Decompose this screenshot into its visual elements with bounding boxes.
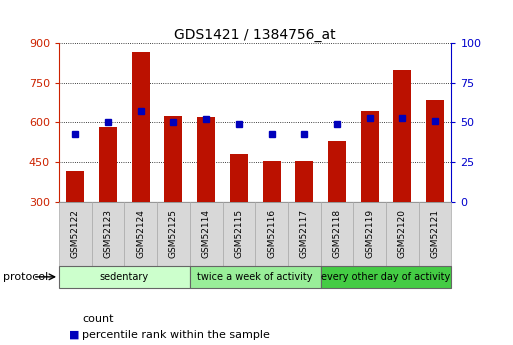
Bar	[132, 52, 150, 202]
Bar	[321, 266, 451, 288]
Bar	[255, 202, 288, 266]
Text: GSM52120: GSM52120	[398, 209, 407, 258]
Bar	[157, 202, 190, 266]
Bar	[393, 70, 411, 202]
Bar	[328, 141, 346, 202]
Text: every other day of activity: every other day of activity	[322, 272, 450, 282]
Text: GSM52125: GSM52125	[169, 209, 178, 258]
Bar	[59, 202, 92, 266]
Bar	[124, 202, 157, 266]
Text: GSM52124: GSM52124	[136, 209, 145, 258]
Bar	[426, 100, 444, 202]
Bar	[190, 202, 223, 266]
Text: sedentary: sedentary	[100, 272, 149, 282]
Text: GSM52114: GSM52114	[202, 209, 211, 258]
Text: ■: ■	[69, 330, 79, 339]
Text: protocol: protocol	[3, 272, 48, 282]
Text: count: count	[82, 314, 113, 324]
Bar	[92, 202, 125, 266]
Text: GSM52116: GSM52116	[267, 209, 276, 258]
Text: GSM52123: GSM52123	[104, 209, 112, 258]
Title: GDS1421 / 1384756_at: GDS1421 / 1384756_at	[174, 28, 336, 42]
Bar	[66, 171, 84, 202]
Bar	[165, 116, 183, 202]
Text: GSM52117: GSM52117	[300, 209, 309, 258]
Bar	[99, 127, 117, 202]
Bar	[223, 202, 255, 266]
Text: GSM52121: GSM52121	[430, 209, 440, 258]
Bar	[353, 202, 386, 266]
Text: percentile rank within the sample: percentile rank within the sample	[82, 330, 270, 339]
Text: GSM52115: GSM52115	[234, 209, 243, 258]
Text: GSM52118: GSM52118	[332, 209, 342, 258]
Bar	[263, 161, 281, 202]
Bar	[197, 117, 215, 202]
Text: GSM52119: GSM52119	[365, 209, 374, 258]
Bar	[190, 266, 321, 288]
Bar	[419, 202, 451, 266]
Bar	[321, 202, 353, 266]
Text: GSM52122: GSM52122	[71, 209, 80, 258]
Text: twice a week of activity: twice a week of activity	[198, 272, 313, 282]
Bar	[386, 202, 419, 266]
Bar	[230, 154, 248, 202]
Bar	[295, 161, 313, 202]
Bar	[361, 110, 379, 202]
Bar	[59, 266, 190, 288]
Bar	[288, 202, 321, 266]
